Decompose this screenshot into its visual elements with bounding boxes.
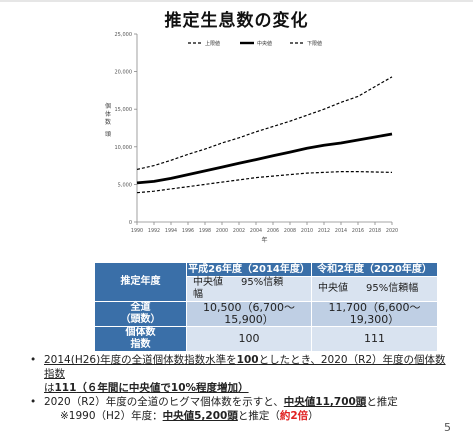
- x-tick-label: 2004: [250, 228, 262, 234]
- subheader-median-label: 中央値: [318, 283, 348, 294]
- table-header-row: 推定年度 平成26年度（2014年度） 令和2年度（2020年度）: [94, 262, 438, 302]
- population-line-chart: 0 5,000 10,000 15,000 20,000 25,000 1990 1992 19…: [105, 32, 398, 244]
- x-tick-label: 2016: [352, 228, 364, 234]
- x-tick-label: 2002: [233, 228, 245, 234]
- x-tick-label: 2014: [335, 228, 347, 234]
- x-tick-label: 1994: [165, 228, 177, 234]
- row-label-total: 全道 （頭数）: [94, 301, 187, 327]
- bullet-dot-icon: •: [30, 396, 37, 408]
- page-number: 5: [444, 421, 451, 434]
- x-tick-label: 1998: [199, 228, 211, 234]
- bullet-note: ※1990（H2）年度：中央値5,200頭と推定（約2倍）: [60, 410, 319, 422]
- x-tick-label: 2010: [301, 228, 313, 234]
- header-estimate-year: 推定年度: [94, 262, 187, 302]
- bullet-dot-icon: •: [30, 354, 37, 366]
- series-line-1: [136, 132, 393, 185]
- y-tick-label: 15,000: [115, 107, 133, 113]
- y-tick-label: 5,000: [118, 182, 132, 188]
- y-axis-unit-label: 頭: [105, 131, 111, 138]
- x-tick-label: 1990: [131, 228, 143, 234]
- subheader-ci-label: 95%信頼幅: [193, 277, 284, 300]
- header-year-2020: 令和2年度（2020年度）: [311, 262, 438, 277]
- subheader-ci-label: 95%信頼幅: [366, 283, 419, 294]
- x-tick-label: 2018: [369, 228, 381, 234]
- legend-label: 下限値: [307, 40, 322, 47]
- slide-top-border: [0, 0, 473, 2]
- header-year-2014: 平成26年度（2014年度）: [186, 262, 312, 277]
- x-tick-label: 2012: [318, 228, 330, 234]
- legend-label: 中央値: [257, 40, 272, 47]
- subheader-2020: 中央値 95%信頼幅: [311, 276, 438, 302]
- x-tick-label: 1992: [148, 228, 160, 234]
- bullet-item: • 2014(H26)年度の全道個体数指数水準を100としたとき、2020（R2…: [30, 354, 446, 394]
- y-tick-label: 20,000: [115, 70, 133, 76]
- y-axis-label: 個体数: [105, 102, 111, 126]
- cell-total-2014: 10,500（6,700〜15,900）: [186, 301, 312, 327]
- table-row: 個体数 指数 100 111: [94, 326, 438, 352]
- table-row: 全道 （頭数） 10,500（6,700〜15,900） 11,700（6,60…: [94, 301, 438, 327]
- series-line-2: [136, 171, 393, 194]
- cell-index-2014: 100: [186, 326, 312, 352]
- x-tick-label: 2006: [267, 228, 279, 234]
- x-axis-label: 年: [261, 236, 267, 244]
- y-tick-label: 25,000: [115, 32, 133, 38]
- x-tick-label: 2000: [216, 228, 228, 234]
- x-tick-label: 1996: [182, 228, 194, 234]
- cell-total-2020: 11,700（6,600〜19,300）: [311, 301, 438, 327]
- legend-label: 上限値: [205, 40, 220, 47]
- x-tick-label: 2008: [284, 228, 296, 234]
- summary-bullets: • 2014(H26)年度の全道個体数指数水準を100としたとき、2020（R2…: [30, 353, 455, 423]
- subheader-2014: 中央値 95%信頼幅: [186, 276, 312, 302]
- estimate-table: 推定年度 平成26年度（2014年度） 令和2年度（2020年度） 中央値 95%…: [94, 262, 438, 352]
- x-tick-label: 2020: [386, 228, 398, 234]
- row-label-index: 個体数 指数: [94, 326, 187, 352]
- y-tick-label: 0: [129, 220, 132, 226]
- cell-index-2020: 111: [311, 326, 438, 352]
- subheader-median-label: 中央値: [193, 277, 223, 288]
- table-subheader-row: 中央値 95%信頼幅 中央値 95%信頼幅: [95, 276, 438, 302]
- bullet-item: • 2020（R2）年度の全道のヒグマ個体数を示すと、中央値11,700頭と推定: [30, 396, 398, 408]
- y-tick-label: 10,000: [115, 145, 133, 151]
- series-line-0: [136, 76, 393, 170]
- chart-title: 推定生息数の変化: [164, 11, 309, 31]
